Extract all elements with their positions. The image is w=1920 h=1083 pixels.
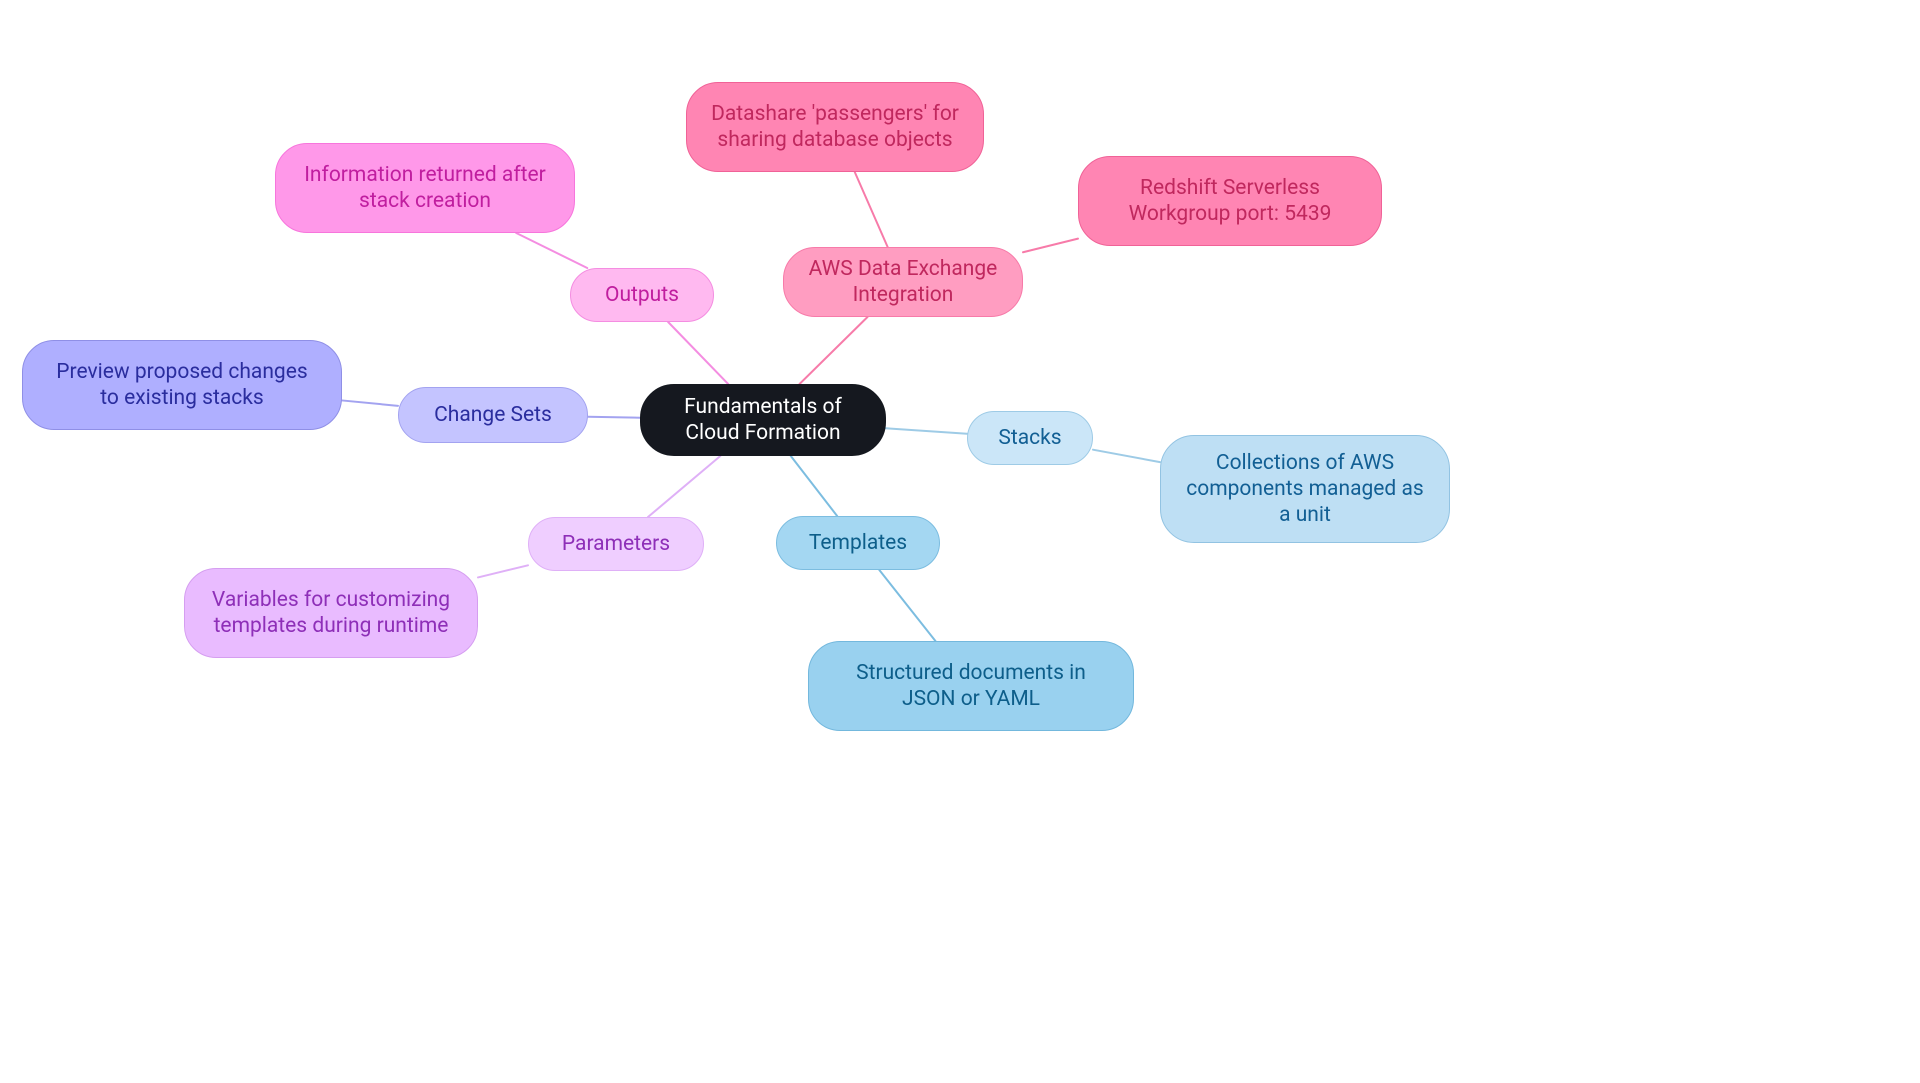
mindmap-canvas: Fundamentals of Cloud Formation Outputs … — [0, 0, 1920, 1083]
node-outputs-detail-label: Information returned after stack creatio… — [300, 162, 550, 215]
node-stacks-detail: Collections of AWS components managed as… — [1160, 435, 1450, 543]
node-stacks-label: Stacks — [998, 425, 1061, 451]
node-parameters-detail: Variables for customizing templates duri… — [184, 568, 478, 658]
node-adx-detail2: Redshift Serverless Workgroup port: 5439 — [1078, 156, 1382, 246]
node-center: Fundamentals of Cloud Formation — [640, 384, 886, 456]
node-stacks-detail-label: Collections of AWS components managed as… — [1185, 450, 1425, 529]
node-adx: AWS Data Exchange Integration — [783, 247, 1023, 317]
node-outputs-detail: Information returned after stack creatio… — [275, 143, 575, 233]
node-parameters: Parameters — [528, 517, 704, 571]
node-outputs-label: Outputs — [605, 282, 679, 308]
node-change-sets-detail-label: Preview proposed changes to existing sta… — [47, 359, 317, 412]
node-center-label: Fundamentals of Cloud Formation — [665, 394, 861, 447]
node-outputs: Outputs — [570, 268, 714, 322]
node-templates-label: Templates — [809, 530, 907, 556]
node-templates-detail: Structured documents in JSON or YAML — [808, 641, 1134, 731]
node-change-sets-detail: Preview proposed changes to existing sta… — [22, 340, 342, 430]
node-templates-detail-label: Structured documents in JSON or YAML — [833, 660, 1109, 713]
node-adx-detail1-label: Datashare 'passengers' for sharing datab… — [711, 101, 959, 154]
node-adx-detail2-label: Redshift Serverless Workgroup port: 5439 — [1103, 175, 1357, 228]
node-change-sets: Change Sets — [398, 387, 588, 443]
node-templates: Templates — [776, 516, 940, 570]
node-adx-detail1: Datashare 'passengers' for sharing datab… — [686, 82, 984, 172]
node-parameters-label: Parameters — [562, 531, 670, 557]
node-change-sets-label: Change Sets — [434, 402, 552, 428]
node-parameters-detail-label: Variables for customizing templates duri… — [209, 587, 453, 640]
node-adx-label: AWS Data Exchange Integration — [808, 256, 998, 309]
node-stacks: Stacks — [967, 411, 1093, 465]
